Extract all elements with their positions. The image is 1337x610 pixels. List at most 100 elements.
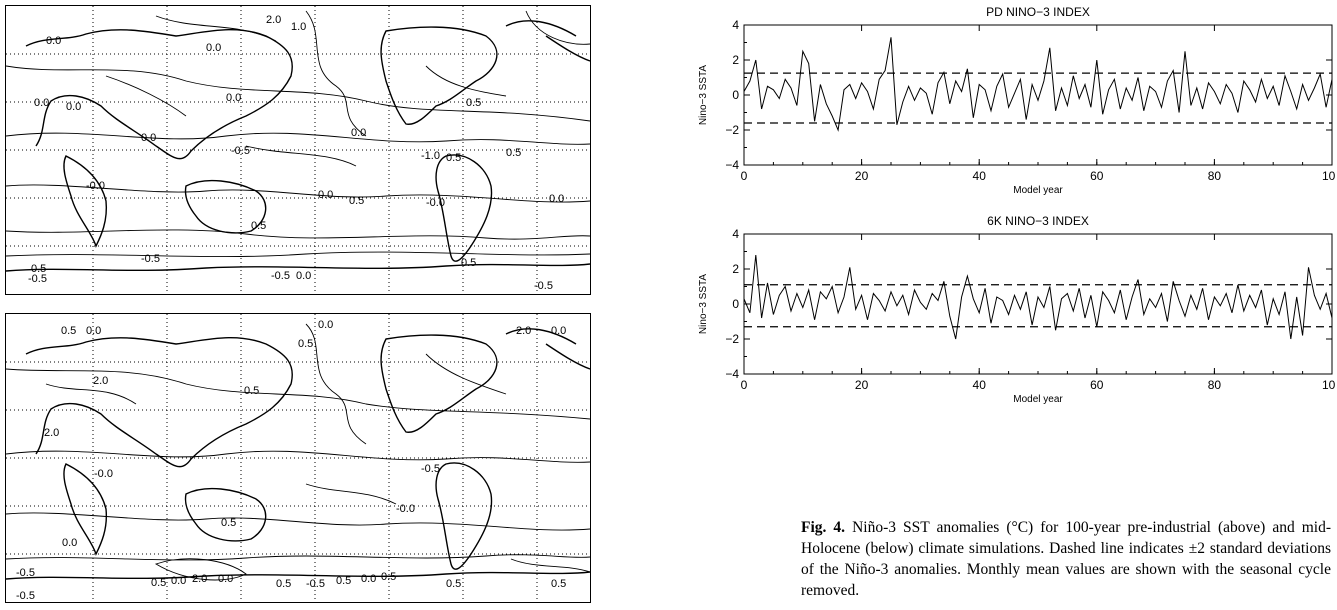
contour-label: 0.0 [141,132,156,144]
contour-lines [6,10,590,258]
chart-title: PD NINO−3 INDEX [986,5,1090,19]
y-tick-label: −2 [725,332,739,346]
contour-label: 0.5 [381,571,396,583]
contour-label: -0.5 [16,590,35,602]
contour-label: 2.0 [516,325,531,337]
contour-label: 0.0 [549,193,564,205]
contour-label: 0.0 [46,35,61,47]
contour-label: 0.0 [66,101,81,113]
contour-label: 0.0 [86,325,101,337]
contour-label: -0.5 [16,567,35,579]
contour-label: -0.0 [86,180,105,192]
pd-nino3-svg: PD NINO−3 INDEX020406080100420−2−4Model … [698,5,1337,196]
contour-label: -0.5 [28,273,47,285]
contour-label: 2.0 [44,427,59,439]
contour-label: -0.5 [141,253,160,265]
contour-map-top: 2.0 1.0 0.0 0.0 0.5 0.0 0.0 0.0 -0.5 -1.… [5,5,591,295]
contour-label: 0.0 [318,319,333,331]
y-tick-label: 0 [732,88,739,102]
contour-label: 0.5 [31,263,46,275]
contour-labels: 0.5 0.0 0.0 2.0 0.0 2.0 0.5 0.5 2.0 -0.0… [16,319,566,602]
contour-label: 0.5 [244,385,259,397]
contour-label: 0.5 [61,325,76,337]
contour-lines [6,323,590,581]
y-tick-label: −4 [725,367,739,381]
contour-labels: 2.0 1.0 0.0 0.0 0.5 0.0 0.0 0.0 -0.5 -1.… [28,14,564,292]
y-tick-label: 2 [732,53,739,67]
x-tick-label: 100 [1322,378,1335,392]
y-tick-label: −4 [725,158,739,172]
y-axis-label: Nino−3 SSTA [698,274,709,334]
figure-label: Fig. 4. [801,519,846,536]
contour-label: 0.5 [276,578,291,590]
pd-nino3-chart: PD NINO−3 INDEX020406080100420−2−4Model … [690,3,1337,203]
y-tick-label: 4 [732,227,739,241]
x-tick-label: 100 [1322,169,1335,183]
coastlines [6,20,590,272]
contour-label: 0.0 [171,575,186,587]
contour-label: 2.0 [93,375,108,387]
contour-label: 0.5 [298,338,313,350]
contour-map-bottom: 0.5 0.0 0.0 2.0 0.0 2.0 0.5 0.5 2.0 -0.0… [5,313,591,603]
x-tick-label: 20 [855,169,869,183]
map-grid [6,6,590,294]
x-tick-label: 40 [973,169,987,183]
contour-map-bottom-svg: 0.5 0.0 0.0 2.0 0.0 2.0 0.5 0.5 2.0 -0.0… [6,314,590,602]
series-line [743,254,1333,340]
y-tick-label: 0 [732,297,739,311]
contour-label: 0.5 [461,257,476,269]
contour-label: 0.5 [466,97,481,109]
x-tick-label: 0 [741,378,748,392]
contour-label: 0.5 [251,220,266,232]
plot-frame [743,24,1333,166]
contour-label: -0.5 [231,145,250,157]
y-tick-label: 4 [732,18,739,32]
contour-label: 0.0 [551,325,566,337]
coastlines [6,328,590,580]
contour-label: 0.5 [446,152,461,164]
map-grid [6,314,590,602]
6k-nino3-svg: 6K NINO−3 INDEX020406080100420−2−4Model … [698,214,1337,405]
contour-label: -1.0 [421,150,440,162]
contour-label: 0.5 [349,195,364,207]
contour-label: -0.0 [396,503,415,515]
contour-label: 0.0 [218,573,233,585]
contour-label: 0.5 [151,577,166,589]
contour-label: 0.5 [506,147,521,159]
contour-label: -0.5 [271,270,290,282]
y-axis-label: Nino−3 SSTA [698,65,709,125]
contour-label: 0.0 [206,42,221,54]
contour-label: -0.0 [426,197,445,209]
series-line [743,37,1333,132]
figure-caption: Fig. 4. Niño-3 SST anomalies (°C) for 10… [801,517,1331,601]
contour-label: 0.0 [34,97,49,109]
contour-label: -0.0 [94,468,113,480]
x-axis-label: Model year [1013,394,1063,405]
x-tick-label: 60 [1090,378,1104,392]
chart-title: 6K NINO−3 INDEX [987,214,1089,228]
contour-label: 1.0 [291,21,306,33]
y-tick-label: −2 [725,123,739,137]
contour-label: 0.5 [336,575,351,587]
contour-label: 2.0 [266,14,281,26]
contour-label: 0.0 [62,537,77,549]
x-tick-label: 0 [741,169,748,183]
x-tick-label: 60 [1090,169,1104,183]
x-axis-label: Model year [1013,185,1063,196]
contour-label: 2.0 [192,573,207,585]
contour-label: -0.5 [306,578,325,590]
contour-label: -0.5 [421,463,440,475]
contour-label: 0.5 [551,578,566,590]
contour-label: 0.0 [296,270,311,282]
contour-label: 0.0 [351,127,366,139]
contour-label: 0.5 [221,517,236,529]
x-tick-label: 40 [973,378,987,392]
6k-nino3-chart: 6K NINO−3 INDEX020406080100420−2−4Model … [690,212,1337,412]
contour-label: 0.0 [361,573,376,585]
contour-label: 0.0 [318,189,333,201]
x-tick-label: 80 [1208,169,1222,183]
contour-label: 0.0 [226,92,241,104]
figure-caption-text: Niño-3 SST anomalies (°C) for 100-year p… [801,519,1332,599]
contour-map-top-svg: 2.0 1.0 0.0 0.0 0.5 0.0 0.0 0.0 -0.5 -1.… [6,6,590,294]
contour-label: -0.5 [534,280,553,292]
